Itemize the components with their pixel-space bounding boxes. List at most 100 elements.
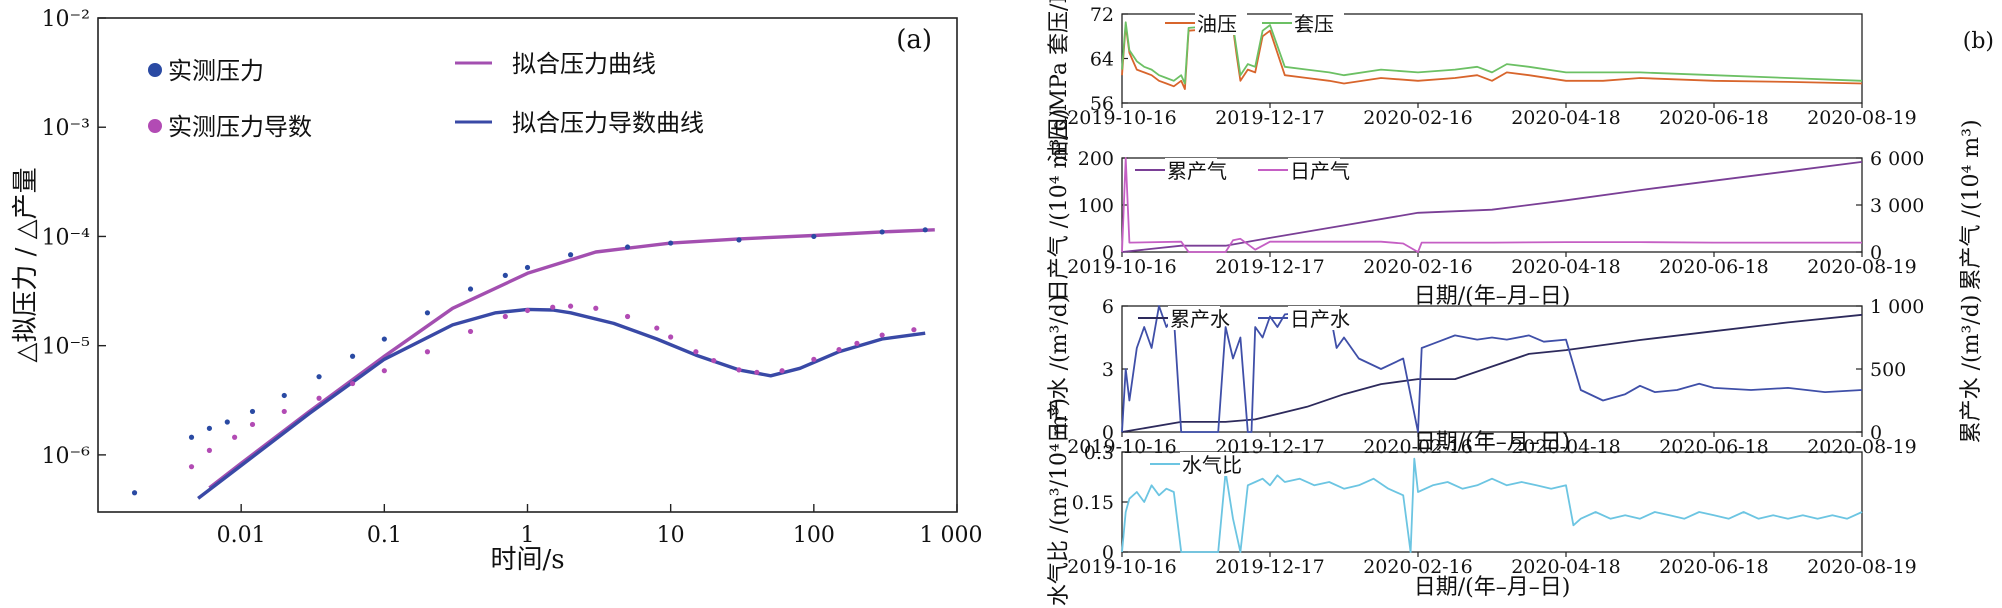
x-tick-label: 2019-10-16 — [1067, 256, 1177, 278]
legend-marker — [148, 63, 162, 77]
data-point — [779, 368, 785, 374]
y2-tick-label: 500 — [1870, 359, 1906, 381]
y2-tick-label: 6 000 — [1870, 148, 1924, 170]
data-point — [811, 233, 817, 240]
x-tick-label: 2020-04-18 — [1511, 556, 1621, 578]
data-point — [668, 240, 674, 246]
data-point — [131, 490, 138, 496]
data-point — [693, 349, 699, 355]
data-point — [836, 347, 842, 353]
subplot-4: 2019-10-16 2019-12-17 2020-02-16 2020-04-18… — [1047, 398, 1917, 606]
y2-tick-label: 1 000 — [1870, 296, 1924, 318]
y-tick-label: 10⁻⁴ — [42, 225, 91, 250]
x-tick-label: 2019-10-16 — [1067, 556, 1177, 578]
x-tick-label: 2020-08-19 — [1807, 107, 1917, 129]
y-tick-label: 10⁻⁶ — [42, 444, 91, 469]
x-tick-label: 2020-02-16 — [1363, 107, 1473, 129]
y-axis-label: 日产气 /(10⁴ m³/d) — [1047, 109, 1072, 302]
x-tick-label: 1 — [521, 523, 535, 548]
series-line — [1121, 313, 1863, 433]
series-line — [1121, 157, 1862, 253]
data-point — [349, 353, 356, 359]
legend-label: 累产气 — [1167, 159, 1227, 183]
series-line — [1121, 161, 1863, 253]
x-tick-label: 2020-06-18 — [1659, 436, 1769, 458]
y-tick-label: 72 — [1090, 4, 1114, 26]
x-tick-label: 2020-08-19 — [1807, 256, 1917, 278]
x-tick-label: 2020-08-19 — [1807, 556, 1917, 578]
data-point — [524, 264, 531, 271]
data-point — [381, 368, 387, 374]
data-point — [424, 349, 431, 355]
data-point — [281, 392, 287, 399]
x-tick-label: 10 — [657, 523, 685, 548]
data-point — [879, 332, 885, 338]
panel-a-tag: (a) — [896, 25, 932, 55]
subplot-3: 2019-10-16 2019-12-17 2020-02-16 2020-04-18… — [1047, 295, 1984, 458]
data-point — [624, 313, 631, 320]
x-tick-label: 2020-04-18 — [1511, 107, 1621, 129]
data-point — [188, 464, 195, 470]
x-tick-label: 2020-04-18 — [1511, 256, 1621, 278]
y-tick-label: 200 — [1078, 148, 1114, 170]
data-point — [316, 374, 322, 380]
y-axis-label: 日产水 /(m³/d) — [1047, 295, 1072, 444]
y2-axis-label: 累产气 /(10⁴ m³) — [1959, 119, 1984, 290]
y2-tick-label: 0 — [1870, 242, 1882, 264]
data-point — [593, 305, 599, 311]
x-tick-label: 2020-06-18 — [1659, 107, 1769, 129]
y-axis-label: 水气比 /(m³/10⁴ m³) — [1047, 398, 1072, 606]
data-point — [232, 434, 238, 440]
subplot-2: 2019-10-16 2019-12-17 2020-02-16 2020-04-18… — [1047, 109, 1984, 309]
x-axis-label: 日期/(年–月–日) — [1414, 575, 1571, 600]
x-tick-label: 2020-06-18 — [1659, 556, 1769, 578]
data-point — [567, 252, 574, 258]
legend-label: 拟合压力曲线 — [512, 50, 656, 78]
legend-bg — [1165, 158, 1217, 182]
legend-label: 日产气 — [1290, 159, 1350, 183]
data-point — [349, 380, 356, 387]
data-point — [922, 227, 928, 233]
y2-axis-label: 累产水 /(m³/d) — [1959, 295, 1984, 444]
y-tick-label: 3 — [1102, 359, 1114, 381]
series-line — [197, 307, 926, 500]
legend-bg — [1288, 158, 1340, 182]
x-tick-label: 2019-12-17 — [1215, 256, 1325, 278]
y-tick-label: 64 — [1090, 49, 1114, 71]
y2-tick-label: 3 000 — [1870, 195, 1924, 217]
data-point — [502, 313, 508, 320]
series-line — [1121, 24, 1863, 90]
y-tick-label: 0 — [1102, 542, 1114, 564]
y-tick-label: 10⁻⁵ — [42, 335, 90, 360]
x-tick-label: 2020-02-16 — [1363, 256, 1473, 278]
y-axis-label: △拟压力 / △产量 — [11, 167, 41, 362]
data-point — [224, 419, 230, 425]
legend-label: 拟合压力导数曲线 — [512, 109, 704, 137]
data-point — [467, 286, 474, 292]
legend-label: 油压 — [1197, 12, 1237, 36]
legend-label: 实测压力导数 — [168, 113, 312, 141]
data-point — [668, 334, 674, 340]
x-tick-label: 2019-12-17 — [1215, 107, 1325, 129]
data-point — [424, 310, 431, 316]
legend-bg — [1180, 452, 1232, 476]
data-point — [249, 408, 256, 415]
legend-label: 水气比 — [1182, 453, 1242, 477]
legend-label: 日产水 — [1290, 307, 1350, 331]
data-point — [879, 229, 885, 235]
x-tick-label: 0.01 — [217, 523, 266, 548]
series-line — [1121, 457, 1863, 553]
legend-label: 实测压力 — [168, 57, 264, 85]
x-tick-label: 0.1 — [367, 523, 402, 548]
panel-b-tag: (b) — [1963, 29, 1994, 54]
data-point — [316, 395, 322, 401]
y-tick-label: 0 — [1102, 422, 1114, 444]
legend-bg — [1288, 306, 1340, 330]
subplot-1: 2019-10-16 2019-12-17 2020-02-16 2020-04-18… — [1047, 0, 1917, 163]
data-point — [524, 307, 531, 314]
x-tick-label: 2020-02-16 — [1363, 556, 1473, 578]
data-point — [624, 244, 631, 250]
data-point — [188, 434, 195, 440]
